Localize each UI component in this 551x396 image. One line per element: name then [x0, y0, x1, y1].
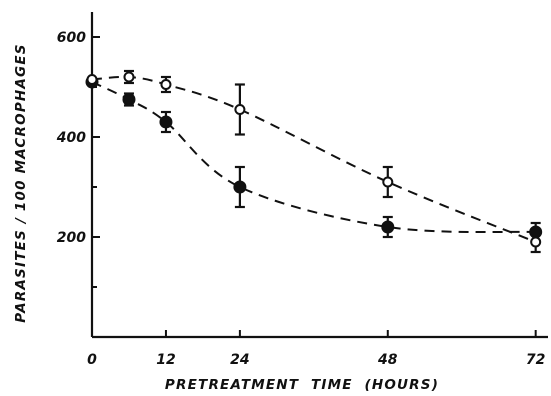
y-tick-label: 600	[57, 30, 86, 46]
x-axis-title: PRETREATMENT TIME (HOURS)	[165, 377, 439, 393]
y-tick-label: 400	[56, 130, 86, 146]
x-tick-label: 24	[230, 352, 249, 368]
filled-circle-point	[529, 225, 543, 239]
series-line-2	[91, 81, 536, 234]
axes	[90, 12, 548, 339]
ticks	[91, 36, 537, 337]
open-circle-point	[234, 104, 246, 115]
open-circle-point	[86, 74, 98, 85]
filled-circle-point	[233, 180, 247, 194]
open-circle-point	[123, 71, 135, 83]
open-circle-point	[382, 176, 394, 188]
filled-circle-point	[122, 93, 136, 106]
open-circle-point	[530, 236, 542, 248]
data-markers	[85, 71, 543, 248]
filled-circle-point	[159, 115, 173, 129]
open-circle-point	[160, 79, 172, 90]
tick-labels: 0 12 24 48 72 200 400 600	[56, 30, 546, 368]
series-lines	[91, 75, 537, 243]
x-tick-label: 72	[526, 352, 545, 368]
series-line-1	[91, 75, 537, 243]
x-tick-label: 48	[377, 352, 398, 368]
x-tick-label: 12	[156, 352, 175, 368]
x-tick-label: 0	[87, 352, 97, 368]
filled-circle-point	[381, 220, 395, 234]
error-bars	[123, 69, 541, 254]
y-tick-label: 200	[57, 230, 86, 246]
y-axis-title: PARASITES / 100 MACROPHAGES	[13, 43, 29, 322]
